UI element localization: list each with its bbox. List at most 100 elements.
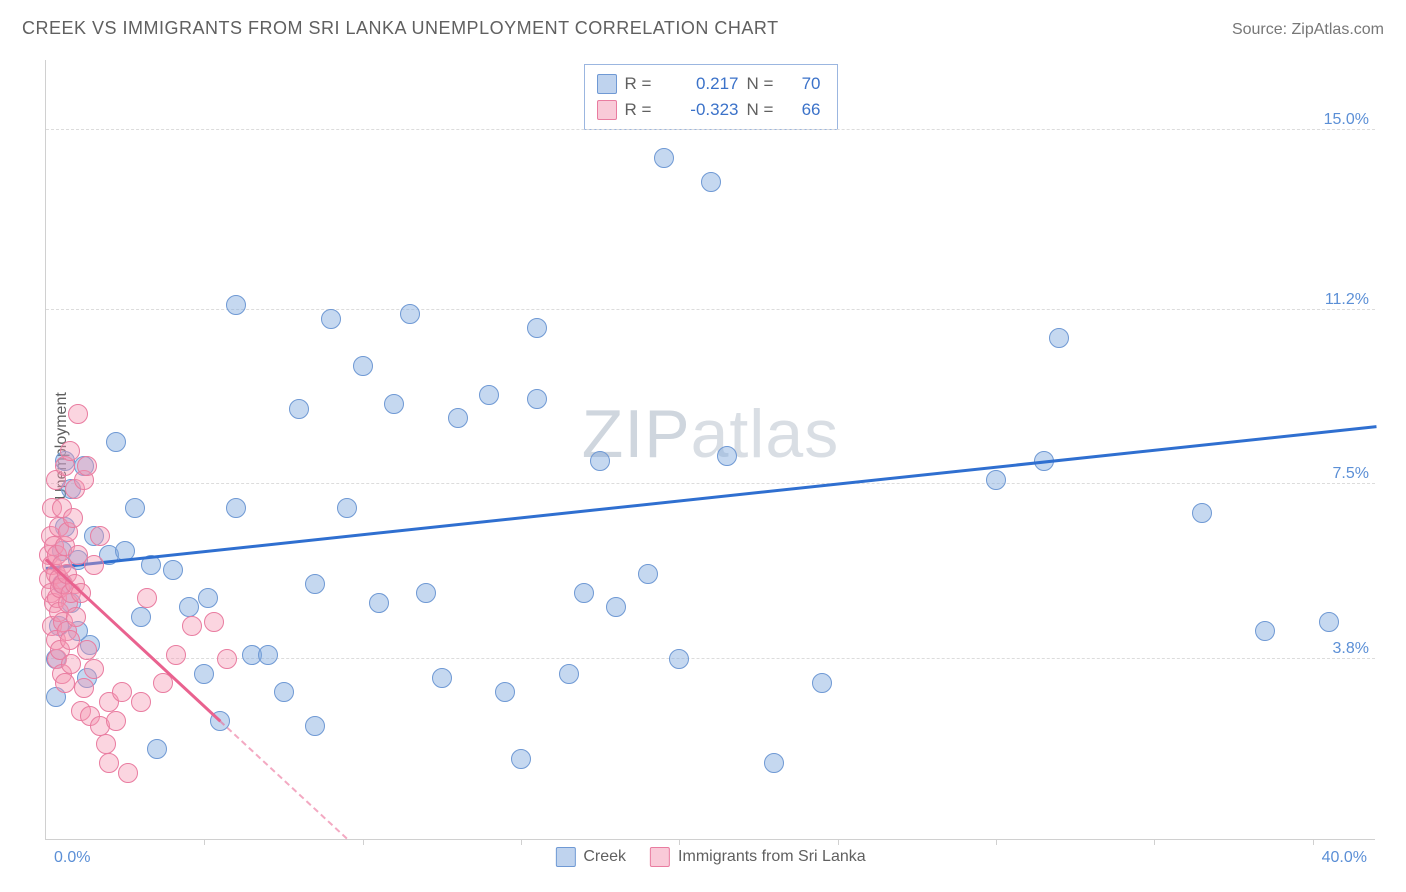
data-point: [669, 649, 689, 669]
n-label: N =: [747, 97, 783, 123]
data-point: [305, 574, 325, 594]
data-point: [125, 498, 145, 518]
data-point: [574, 583, 594, 603]
data-point: [106, 432, 126, 452]
scatter-plot: ZIPatlas R = 0.217 N = 70 R = -0.323 N =…: [45, 60, 1375, 840]
legend-label: Immigrants from Sri Lanka: [678, 848, 866, 866]
r-label: R =: [625, 71, 661, 97]
regression-line-dashed: [219, 720, 347, 839]
data-point: [986, 470, 1006, 490]
data-point: [527, 389, 547, 409]
data-point: [1049, 328, 1069, 348]
data-point: [400, 304, 420, 324]
data-point: [701, 172, 721, 192]
data-point: [258, 645, 278, 665]
stats-row-srilanka: R = -0.323 N = 66: [597, 97, 821, 123]
data-point: [559, 664, 579, 684]
data-point: [179, 597, 199, 617]
data-point: [432, 668, 452, 688]
data-point: [137, 588, 157, 608]
swatch-blue-icon: [597, 74, 617, 94]
y-tick-label: 15.0%: [1324, 111, 1369, 129]
data-point: [90, 526, 110, 546]
swatch-blue-icon: [555, 847, 575, 867]
gridline: [46, 309, 1375, 310]
data-point: [606, 597, 626, 617]
data-point: [163, 560, 183, 580]
x-tick: [996, 839, 997, 845]
y-tick-label: 3.8%: [1333, 640, 1369, 658]
data-point: [84, 659, 104, 679]
data-point: [717, 446, 737, 466]
data-point: [66, 607, 86, 627]
data-point: [527, 318, 547, 338]
gridline: [46, 483, 1375, 484]
swatch-pink-icon: [650, 847, 670, 867]
x-tick: [1154, 839, 1155, 845]
data-point: [198, 588, 218, 608]
data-point: [147, 739, 167, 759]
data-point: [353, 356, 373, 376]
legend-item-srilanka: Immigrants from Sri Lanka: [650, 847, 866, 867]
watermark: ZIPatlas: [582, 395, 839, 473]
data-point: [182, 616, 202, 636]
r-value: 0.217: [669, 71, 739, 97]
data-point: [511, 749, 531, 769]
stats-row-creek: R = 0.217 N = 70: [597, 71, 821, 97]
data-point: [77, 456, 97, 476]
data-point: [77, 640, 97, 660]
data-point: [217, 649, 237, 669]
data-point: [226, 498, 246, 518]
n-value: 66: [791, 97, 821, 123]
data-point: [96, 734, 116, 754]
watermark-atlas: atlas: [691, 396, 840, 472]
data-point: [106, 711, 126, 731]
stats-legend: R = 0.217 N = 70 R = -0.323 N = 66: [584, 64, 838, 130]
legend-item-creek: Creek: [555, 847, 626, 867]
x-tick: [363, 839, 364, 845]
x-max-label: 40.0%: [1322, 849, 1367, 867]
data-point: [812, 673, 832, 693]
data-point: [131, 607, 151, 627]
data-point: [495, 682, 515, 702]
data-point: [416, 583, 436, 603]
data-point: [63, 508, 83, 528]
x-tick: [204, 839, 205, 845]
data-point: [166, 645, 186, 665]
data-point: [118, 763, 138, 783]
data-point: [226, 295, 246, 315]
data-point: [99, 753, 119, 773]
data-point: [764, 753, 784, 773]
data-point: [61, 654, 81, 674]
data-point: [204, 612, 224, 632]
data-point: [337, 498, 357, 518]
data-point: [305, 716, 325, 736]
data-point: [654, 148, 674, 168]
x-tick: [838, 839, 839, 845]
r-value: -0.323: [669, 97, 739, 123]
x-min-label: 0.0%: [54, 849, 90, 867]
data-point: [131, 692, 151, 712]
data-point: [448, 408, 468, 428]
y-tick-label: 11.2%: [1325, 291, 1369, 309]
chart-title: CREEK VS IMMIGRANTS FROM SRI LANKA UNEMP…: [22, 18, 779, 39]
regression-line: [46, 425, 1376, 569]
n-value: 70: [791, 71, 821, 97]
data-point: [274, 682, 294, 702]
x-tick: [521, 839, 522, 845]
data-point: [84, 555, 104, 575]
source-label: Source: ZipAtlas.com: [1232, 21, 1384, 39]
data-point: [369, 593, 389, 613]
data-point: [638, 564, 658, 584]
data-point: [1319, 612, 1339, 632]
data-point: [479, 385, 499, 405]
data-point: [321, 309, 341, 329]
y-tick-label: 7.5%: [1333, 465, 1369, 483]
data-point: [1192, 503, 1212, 523]
legend-label: Creek: [583, 848, 626, 866]
data-point: [1255, 621, 1275, 641]
data-point: [68, 404, 88, 424]
data-point: [74, 678, 94, 698]
data-point: [112, 682, 132, 702]
data-point: [590, 451, 610, 471]
